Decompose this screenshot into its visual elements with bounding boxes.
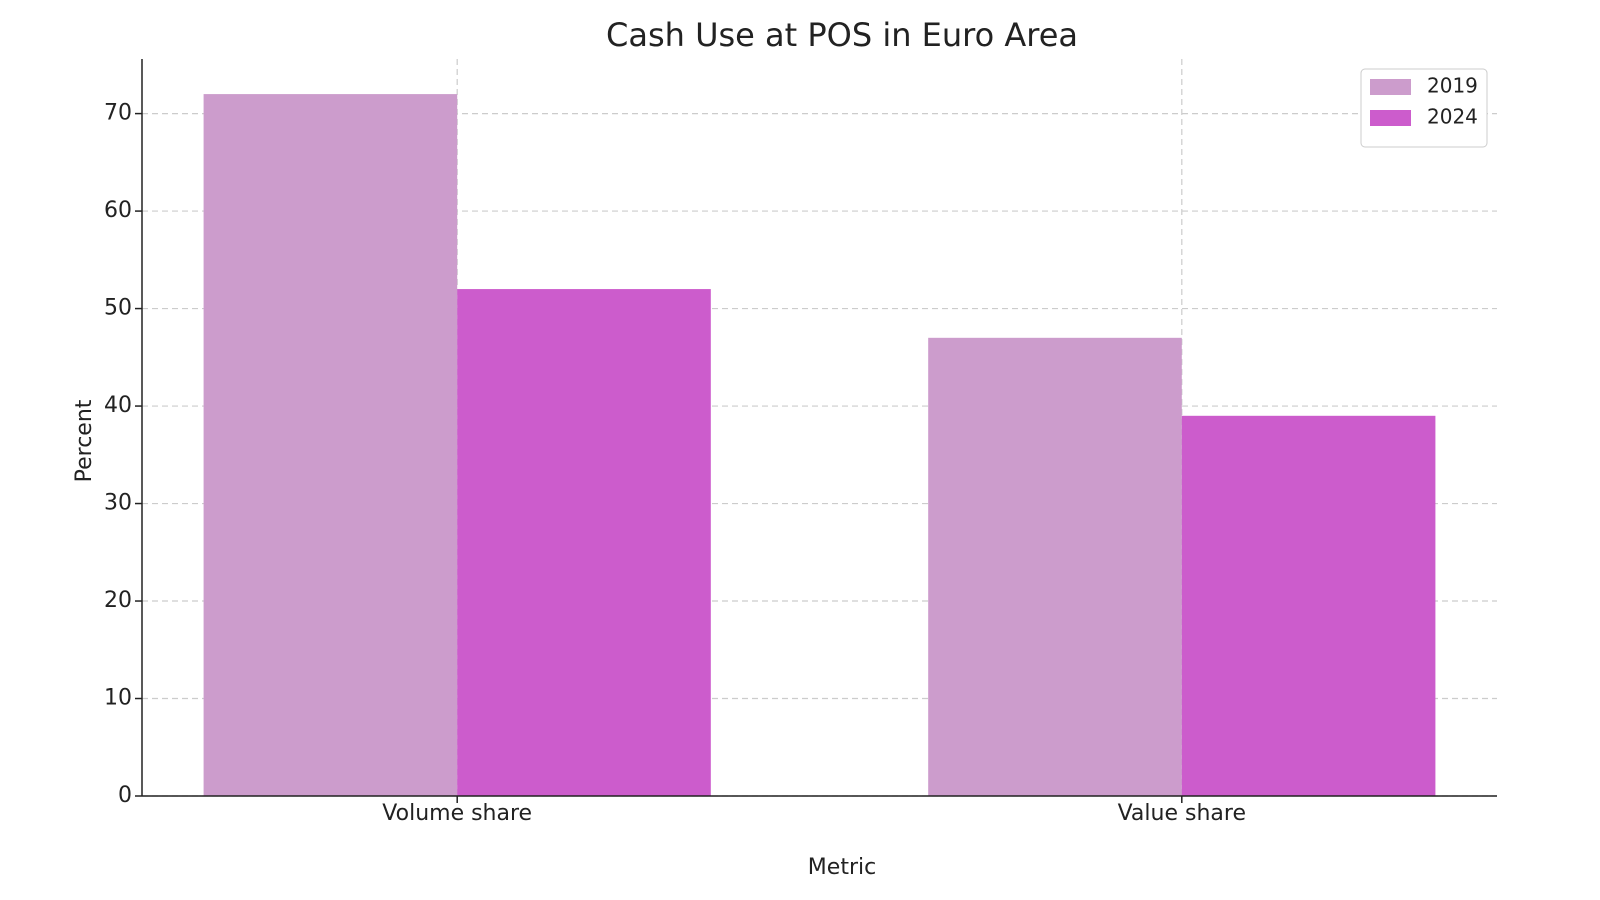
chart-title: Cash Use at POS in Euro Area [606,16,1078,54]
y-tick-label: 50 [104,296,132,321]
y-tick-label: 10 [104,686,132,711]
legend-label: 2019 [1427,74,1478,98]
y-tick-label: 70 [104,101,132,126]
x-tick-label: Volume share [382,801,532,826]
bar [457,289,711,796]
legend-label: 2024 [1427,105,1478,129]
legend-swatch [1370,110,1411,126]
bar [1181,415,1436,796]
y-tick-label: 30 [104,491,132,516]
y-tick-label: 20 [104,588,132,613]
bar [203,94,458,797]
y-tick-label: 0 [118,783,132,808]
legend: 2019 2024 [1360,68,1488,148]
x-axis-label: Metric [808,855,876,880]
bar [928,337,1182,796]
legend-swatch [1370,79,1411,95]
y-tick-label: 40 [104,393,132,418]
y-tick-label: 60 [104,198,132,223]
y-axis-label: Percent [72,399,97,482]
x-tick-label: Value share [1118,801,1246,826]
